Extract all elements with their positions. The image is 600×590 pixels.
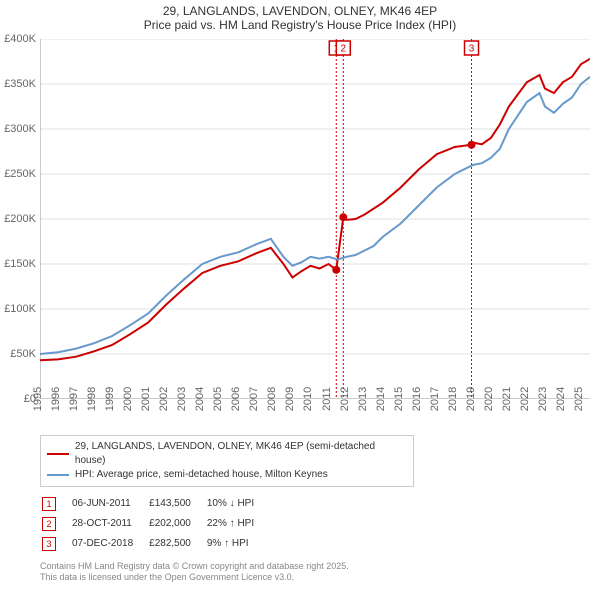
event-dot bbox=[332, 266, 340, 274]
x-tick-label: 2016 bbox=[406, 387, 422, 411]
event-row: 2 28-OCT-2011£202,00022% ↑ HPI bbox=[42, 515, 268, 533]
series-hpi bbox=[40, 77, 590, 354]
legend-item-price-paid: 29, LANGLANDS, LAVENDON, OLNEY, MK46 4EP… bbox=[47, 440, 407, 468]
event-number-box: 1 bbox=[42, 497, 56, 511]
event-dot bbox=[468, 141, 476, 149]
x-tick-label: 2013 bbox=[352, 387, 368, 411]
x-tick-label: 2008 bbox=[262, 387, 278, 411]
title-line-1: 29, LANGLANDS, LAVENDON, OLNEY, MK46 4EP bbox=[0, 4, 600, 18]
x-tick-label: 2001 bbox=[136, 387, 152, 411]
event-delta: 10% ↓ HPI bbox=[207, 495, 268, 513]
x-tick-label: 2015 bbox=[388, 387, 404, 411]
legend-label: HPI: Average price, semi-detached house,… bbox=[75, 468, 328, 482]
line-chart: 123 £0£50K£100K£150K£200K£250K£300K£350K… bbox=[40, 39, 590, 399]
event-row: 1 06-JUN-2011£143,50010% ↓ HPI bbox=[42, 495, 268, 513]
event-marker-label: 3 bbox=[469, 43, 475, 54]
events-table: 1 06-JUN-2011£143,50010% ↓ HPI 2 28-OCT-201… bbox=[40, 493, 270, 555]
chart-svg: 123 bbox=[40, 39, 590, 399]
y-tick-label: £100K bbox=[4, 303, 40, 315]
footer-line-1: Contains HM Land Registry data © Crown c… bbox=[40, 561, 600, 573]
x-tick-label: 2017 bbox=[424, 387, 440, 411]
x-tick-label: 1999 bbox=[100, 387, 116, 411]
footer: Contains HM Land Registry data © Crown c… bbox=[40, 561, 600, 584]
y-tick-label: £200K bbox=[4, 213, 40, 225]
legend: 29, LANGLANDS, LAVENDON, OLNEY, MK46 4EP… bbox=[40, 435, 414, 487]
x-tick-label: 2024 bbox=[551, 387, 567, 411]
footer-line-2: This data is licensed under the Open Gov… bbox=[40, 572, 600, 584]
x-tick-label: 2007 bbox=[244, 387, 260, 411]
x-tick-label: 1998 bbox=[82, 387, 98, 411]
x-tick-label: 2010 bbox=[298, 387, 314, 411]
event-delta: 9% ↑ HPI bbox=[207, 535, 268, 553]
y-tick-label: £300K bbox=[4, 123, 40, 135]
series-price_paid bbox=[40, 59, 590, 361]
x-tick-label: 2018 bbox=[443, 387, 459, 411]
x-tick-label: 1995 bbox=[28, 387, 44, 411]
x-tick-label: 2012 bbox=[334, 387, 350, 411]
event-price: £143,500 bbox=[149, 495, 205, 513]
event-date: 07-DEC-2018 bbox=[72, 535, 147, 553]
x-tick-label: 1997 bbox=[64, 387, 80, 411]
x-tick-label: 2014 bbox=[370, 387, 386, 411]
y-tick-label: £150K bbox=[4, 258, 40, 270]
x-tick-label: 2009 bbox=[280, 387, 296, 411]
event-delta: 22% ↑ HPI bbox=[207, 515, 268, 533]
event-date: 06-JUN-2011 bbox=[72, 495, 147, 513]
event-price: £282,500 bbox=[149, 535, 205, 553]
legend-swatch bbox=[47, 474, 69, 476]
x-tick-label: 2006 bbox=[226, 387, 242, 411]
x-tick-label: 2002 bbox=[154, 387, 170, 411]
y-tick-label: £400K bbox=[4, 33, 40, 45]
y-tick-label: £250K bbox=[4, 168, 40, 180]
x-tick-label: 2025 bbox=[569, 387, 585, 411]
x-tick-label: 2000 bbox=[118, 387, 134, 411]
x-tick-label: 2020 bbox=[479, 387, 495, 411]
x-tick-label: 2021 bbox=[497, 387, 513, 411]
x-tick-label: 2011 bbox=[317, 387, 333, 411]
chart-title-block: 29, LANGLANDS, LAVENDON, OLNEY, MK46 4EP… bbox=[0, 0, 600, 33]
x-tick-label: 2003 bbox=[172, 387, 188, 411]
event-number-box: 3 bbox=[42, 537, 56, 551]
event-number-box: 2 bbox=[42, 517, 56, 531]
title-line-2: Price paid vs. HM Land Registry's House … bbox=[0, 18, 600, 32]
legend-swatch bbox=[47, 453, 69, 455]
x-tick-label: 2023 bbox=[533, 387, 549, 411]
event-row: 3 07-DEC-2018£282,5009% ↑ HPI bbox=[42, 535, 268, 553]
y-tick-label: £350K bbox=[4, 78, 40, 90]
x-tick-label: 2022 bbox=[515, 387, 531, 411]
legend-item-hpi: HPI: Average price, semi-detached house,… bbox=[47, 468, 407, 482]
event-date: 28-OCT-2011 bbox=[72, 515, 147, 533]
y-tick-label: £50K bbox=[10, 348, 40, 360]
event-dot bbox=[339, 213, 347, 221]
x-tick-label: 2005 bbox=[208, 387, 224, 411]
event-marker-label: 2 bbox=[341, 43, 347, 54]
x-tick-label: 2004 bbox=[190, 387, 206, 411]
legend-label: 29, LANGLANDS, LAVENDON, OLNEY, MK46 4EP… bbox=[75, 440, 407, 468]
event-price: £202,000 bbox=[149, 515, 205, 533]
x-tick-label: 2019 bbox=[461, 387, 477, 411]
x-tick-label: 1996 bbox=[46, 387, 62, 411]
